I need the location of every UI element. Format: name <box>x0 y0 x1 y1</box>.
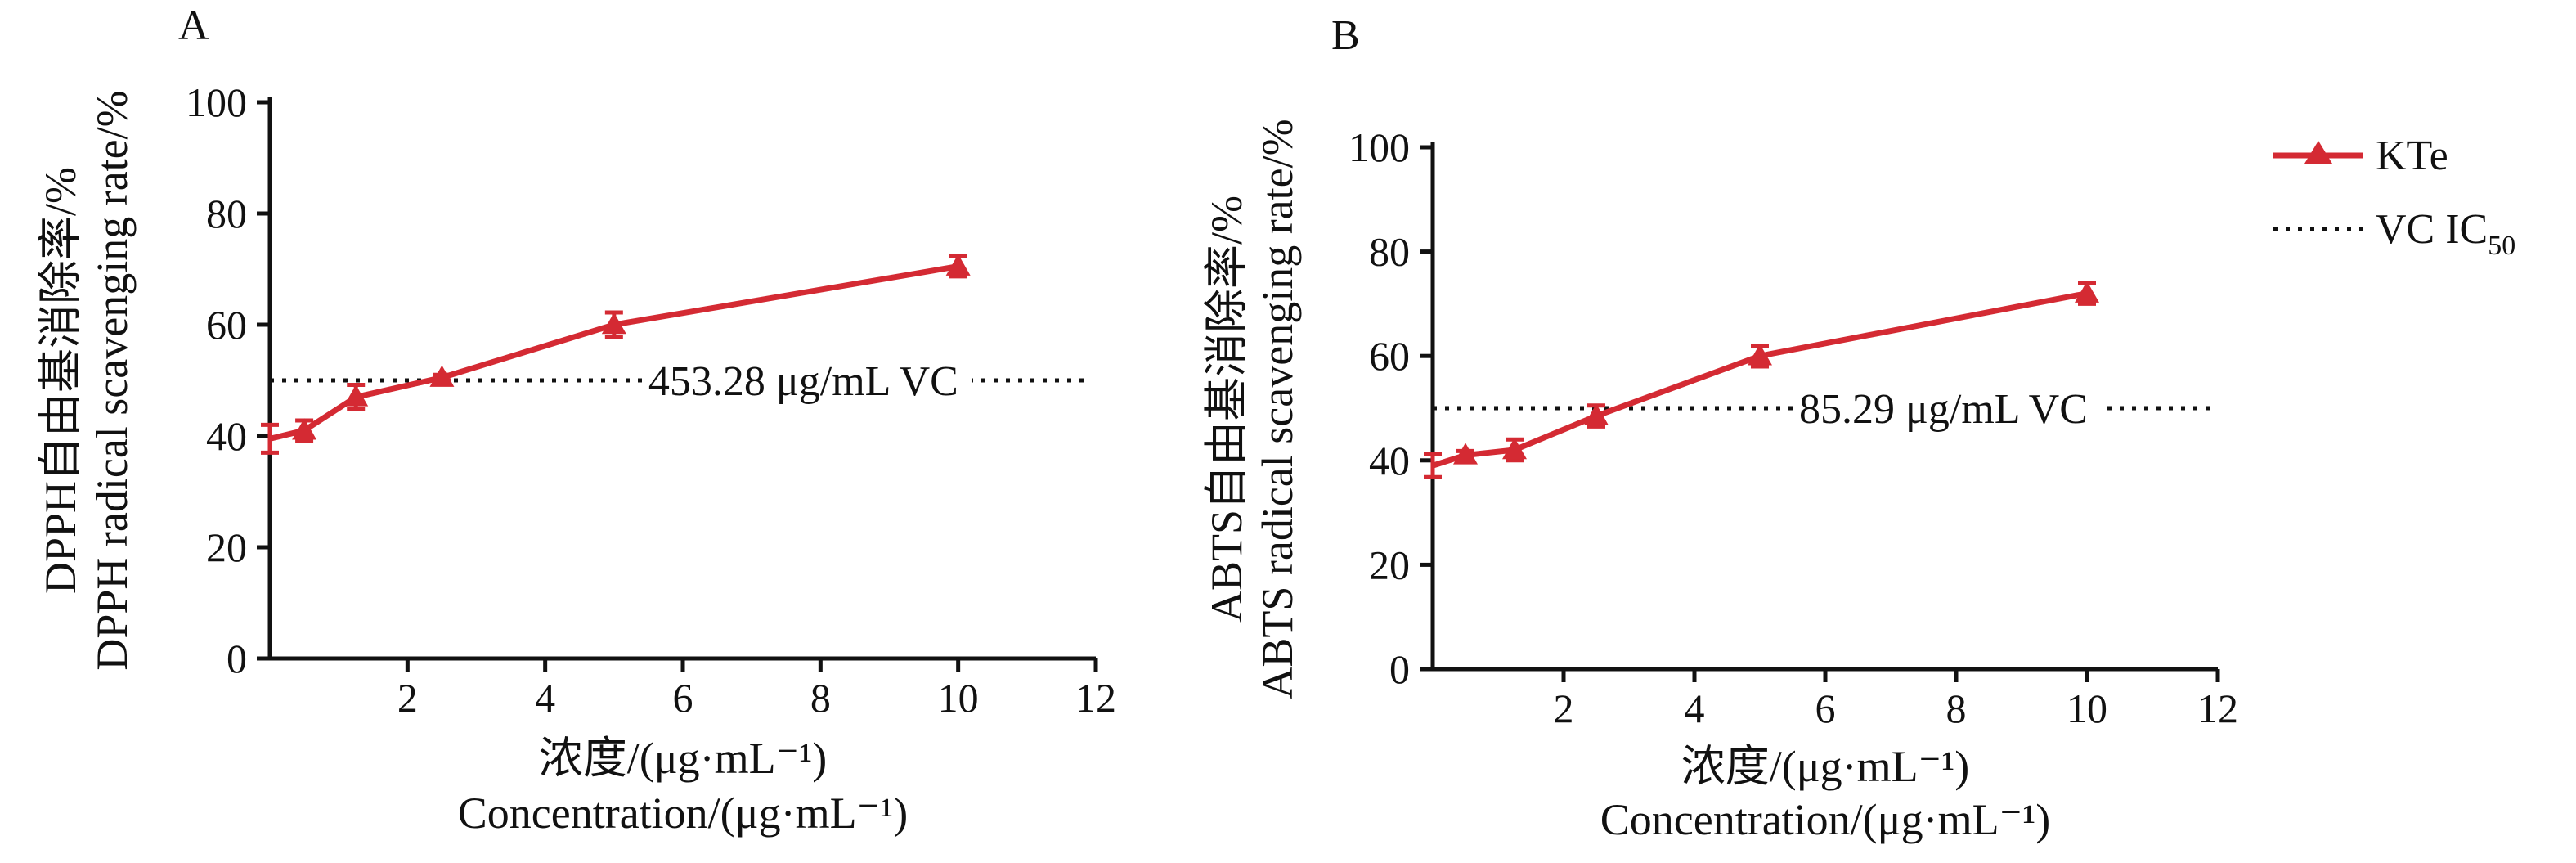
data-point-marker <box>343 384 369 407</box>
y-tick-label: 80 <box>206 191 247 236</box>
y-tick-label: 0 <box>1389 646 1410 692</box>
y-tick-label: 80 <box>1369 229 1410 275</box>
y-axis-title-cn: ABTS自由基消除率/% <box>1202 196 1251 623</box>
y-axis-title-en: DPPH radical scavenging rate/% <box>88 90 137 670</box>
data-point-marker <box>945 254 971 276</box>
vc-ic50-annotation: 85.29 μg/mL VC <box>1799 386 2088 433</box>
x-axis-title-en: Concentration/(μg·mL⁻¹) <box>458 789 909 838</box>
data-point-marker <box>1453 443 1478 465</box>
y-tick-label: 0 <box>227 636 247 681</box>
x-tick-label: 8 <box>810 675 831 721</box>
x-tick-label: 12 <box>2197 685 2238 731</box>
legend: KTe VC IC50 <box>2273 133 2515 261</box>
y-tick-label: 20 <box>206 524 247 570</box>
legend-vc-label: VC IC50 <box>2376 206 2515 261</box>
data-point-marker <box>1584 403 1609 425</box>
x-tick-label: 4 <box>535 675 555 721</box>
data-point-marker <box>429 365 455 387</box>
legend-kte-label: KTe <box>2376 133 2448 179</box>
x-tick-label: 6 <box>1815 685 1836 731</box>
error-bar <box>1424 452 1442 479</box>
y-tick-label: 40 <box>206 413 247 459</box>
legend-entry-vc-ic50: VC IC50 <box>2273 206 2515 261</box>
panel-label: A <box>178 2 209 49</box>
y-tick-label: 60 <box>1369 333 1410 379</box>
y-axis-title-en: ABTS radical scavenging rate/% <box>1253 119 1302 699</box>
x-tick-label: 6 <box>673 675 693 721</box>
chart-panel-b: B 0 20 40 60 80 100 2 4 6 8 10 12 浓度/(μg·mL⁻¹)Concent… <box>1202 12 2238 844</box>
data-point-marker <box>2075 281 2099 303</box>
legend-kte-marker <box>2304 141 2332 164</box>
y-tick-label: 100 <box>1349 124 1410 170</box>
x-tick-label: 8 <box>1946 685 1967 731</box>
chart-panel-a: A 0 20 40 60 80 100 2 4 6 8 10 12 浓度/(μg·mL⁻¹) Concent… <box>36 2 1116 838</box>
legend-vc-label-main: VC IC <box>2376 206 2488 253</box>
error-bar <box>261 422 279 455</box>
data-point-marker <box>1748 344 1772 366</box>
panel-label: B <box>1331 12 1360 59</box>
x-tick-label: 10 <box>2067 685 2107 731</box>
x-tick-label: 4 <box>1685 685 1705 731</box>
x-axis-title-en: Concentration/(μg·mL⁻¹) <box>1600 795 2051 844</box>
data-point-marker <box>601 312 626 335</box>
x-axis-title-cn: 浓度/(μg·mL⁻¹) <box>1681 742 1970 791</box>
x-tick-label: 12 <box>1075 675 1116 721</box>
annotation-background <box>643 346 972 392</box>
y-tick-label: 40 <box>1369 438 1410 483</box>
data-point-marker <box>292 418 317 440</box>
legend-vc-label-subscript: 50 <box>2488 231 2515 261</box>
x-tick-label: 2 <box>397 675 418 721</box>
vc-ic50-annotation: 453.28 μg/mL VC <box>648 358 958 405</box>
annotation-background <box>1794 374 2102 420</box>
y-tick-label: 100 <box>186 79 247 125</box>
legend-entry-kte: KTe <box>2273 133 2448 179</box>
y-axis-title-cn: DPPH自由基消除率/% <box>36 167 85 594</box>
x-tick-label: 10 <box>938 675 979 721</box>
x-tick-label: 2 <box>1554 685 1574 731</box>
y-tick-label: 60 <box>206 302 247 348</box>
x-axis-title-cn: 浓度/(μg·mL⁻¹) <box>539 734 828 783</box>
y-tick-label: 20 <box>1369 542 1410 587</box>
data-point-marker <box>1502 438 1527 460</box>
